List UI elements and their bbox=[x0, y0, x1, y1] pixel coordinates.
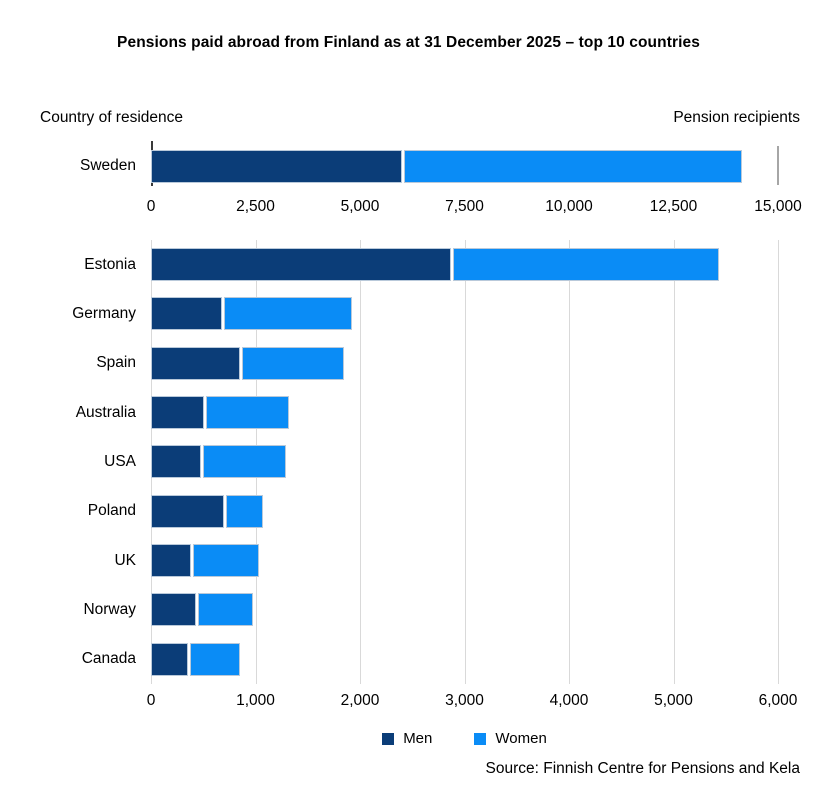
axis-tick-label: 15,000 bbox=[754, 198, 802, 215]
bar-segment-women bbox=[206, 396, 289, 430]
category-label: Spain bbox=[96, 354, 136, 372]
top-chart-right-tick bbox=[777, 146, 779, 185]
category-label: Germany bbox=[72, 304, 136, 322]
axis-tick-label: 2,000 bbox=[340, 692, 380, 709]
men-color-swatch bbox=[382, 732, 395, 745]
bar-segment-women bbox=[403, 149, 743, 183]
category-label: USA bbox=[104, 452, 136, 470]
bar-track bbox=[151, 396, 778, 430]
bar-segment-women bbox=[241, 346, 345, 380]
bottom-chart-x-axis: 0 1,000 2,000 3,000 4,000 5,000 6,000 bbox=[147, 692, 798, 712]
bar-row: Spain bbox=[0, 339, 817, 388]
axis-caption-recipients: Pension recipients bbox=[673, 109, 800, 126]
women-color-swatch bbox=[474, 732, 487, 745]
gridline bbox=[569, 240, 570, 684]
axis-tick-label: 4,000 bbox=[549, 692, 589, 709]
axis-tick-label: 7,500 bbox=[445, 198, 484, 215]
axis-tick-label: 5,000 bbox=[654, 692, 693, 709]
gridline bbox=[464, 240, 466, 684]
axis-tick-label: 5,000 bbox=[340, 198, 380, 215]
axis-tick-label: 10,000 bbox=[545, 198, 593, 215]
bar-segment-men bbox=[151, 593, 196, 627]
bar-segment-women bbox=[452, 248, 720, 282]
bar-row: Norway bbox=[0, 585, 817, 634]
source-note: Source: Finnish Centre for Pensions and … bbox=[485, 760, 800, 777]
bar-row: Canada bbox=[0, 635, 817, 684]
gridline bbox=[778, 240, 779, 684]
chart-title: Pensions paid abroad from Finland as at … bbox=[117, 34, 700, 51]
category-label: Australia bbox=[75, 403, 136, 421]
bar-track bbox=[151, 297, 778, 331]
category-label: Canada bbox=[81, 650, 136, 668]
bar-segment-men bbox=[151, 544, 191, 578]
bar-row: Poland bbox=[0, 487, 817, 536]
legend-item-men: Men bbox=[382, 730, 432, 747]
bar-row: Estonia bbox=[0, 240, 817, 289]
bar-segment-men bbox=[151, 346, 240, 380]
category-label: Norway bbox=[83, 600, 136, 618]
axis-tick-label: 1,000 bbox=[236, 692, 275, 709]
bar-segment-women bbox=[226, 494, 263, 528]
category-label: UK bbox=[114, 551, 136, 569]
bar-track bbox=[151, 346, 778, 380]
top-chart-x-axis: 0 2,500 5,000 7,500 10,000 12,500 15,000 bbox=[147, 198, 802, 218]
bar-track bbox=[151, 544, 778, 578]
top-chart-rows: Sweden bbox=[0, 146, 817, 186]
bar-track bbox=[151, 149, 778, 183]
bar-segment-women bbox=[197, 593, 254, 627]
axis-tick-label: 12,500 bbox=[649, 198, 698, 215]
bar-track bbox=[151, 445, 778, 479]
bar-track bbox=[151, 494, 778, 528]
bar-track bbox=[151, 248, 778, 282]
chart-legend: Men Women bbox=[151, 730, 778, 747]
bar-segment-women bbox=[203, 445, 286, 479]
category-label: Sweden bbox=[79, 157, 136, 174]
bottom-chart-rows: Estonia Germany Spain Australia USA Poland UK N… bbox=[0, 240, 817, 684]
bar-track bbox=[151, 642, 778, 676]
gridline bbox=[673, 240, 675, 684]
axis-tick-label: 0 bbox=[146, 692, 156, 709]
bar-track bbox=[151, 593, 778, 627]
bar-segment-men bbox=[151, 149, 402, 183]
axis-tick-label: 3,000 bbox=[445, 692, 484, 709]
bar-segment-men bbox=[151, 248, 451, 282]
bar-segment-men bbox=[151, 396, 205, 430]
bar-segment-women bbox=[189, 642, 240, 676]
bar-row: Sweden bbox=[0, 146, 817, 186]
legend-label-women: Women bbox=[495, 730, 547, 747]
bar-row: USA bbox=[0, 437, 817, 486]
bar-segment-men bbox=[151, 494, 225, 528]
axis-tick-label: 6,000 bbox=[758, 692, 798, 709]
bar-segment-men bbox=[151, 642, 188, 676]
legend-label-men: Men bbox=[403, 730, 433, 747]
legend-item-women: Women bbox=[474, 730, 547, 747]
bar-row: Germany bbox=[0, 289, 817, 338]
bar-segment-men bbox=[151, 297, 223, 331]
bar-segment-women bbox=[224, 297, 352, 331]
bar-row: UK bbox=[0, 536, 817, 585]
axis-tick-label: 0 bbox=[146, 198, 156, 215]
bar-segment-men bbox=[151, 445, 202, 479]
gridline bbox=[360, 240, 361, 684]
category-label: Estonia bbox=[84, 255, 136, 273]
bar-row: Australia bbox=[0, 388, 817, 437]
category-label: Poland bbox=[87, 502, 136, 520]
axis-caption-country: Country of residence bbox=[40, 109, 184, 126]
axis-tick-label: 2,500 bbox=[236, 198, 275, 215]
bar-segment-women bbox=[192, 544, 259, 578]
